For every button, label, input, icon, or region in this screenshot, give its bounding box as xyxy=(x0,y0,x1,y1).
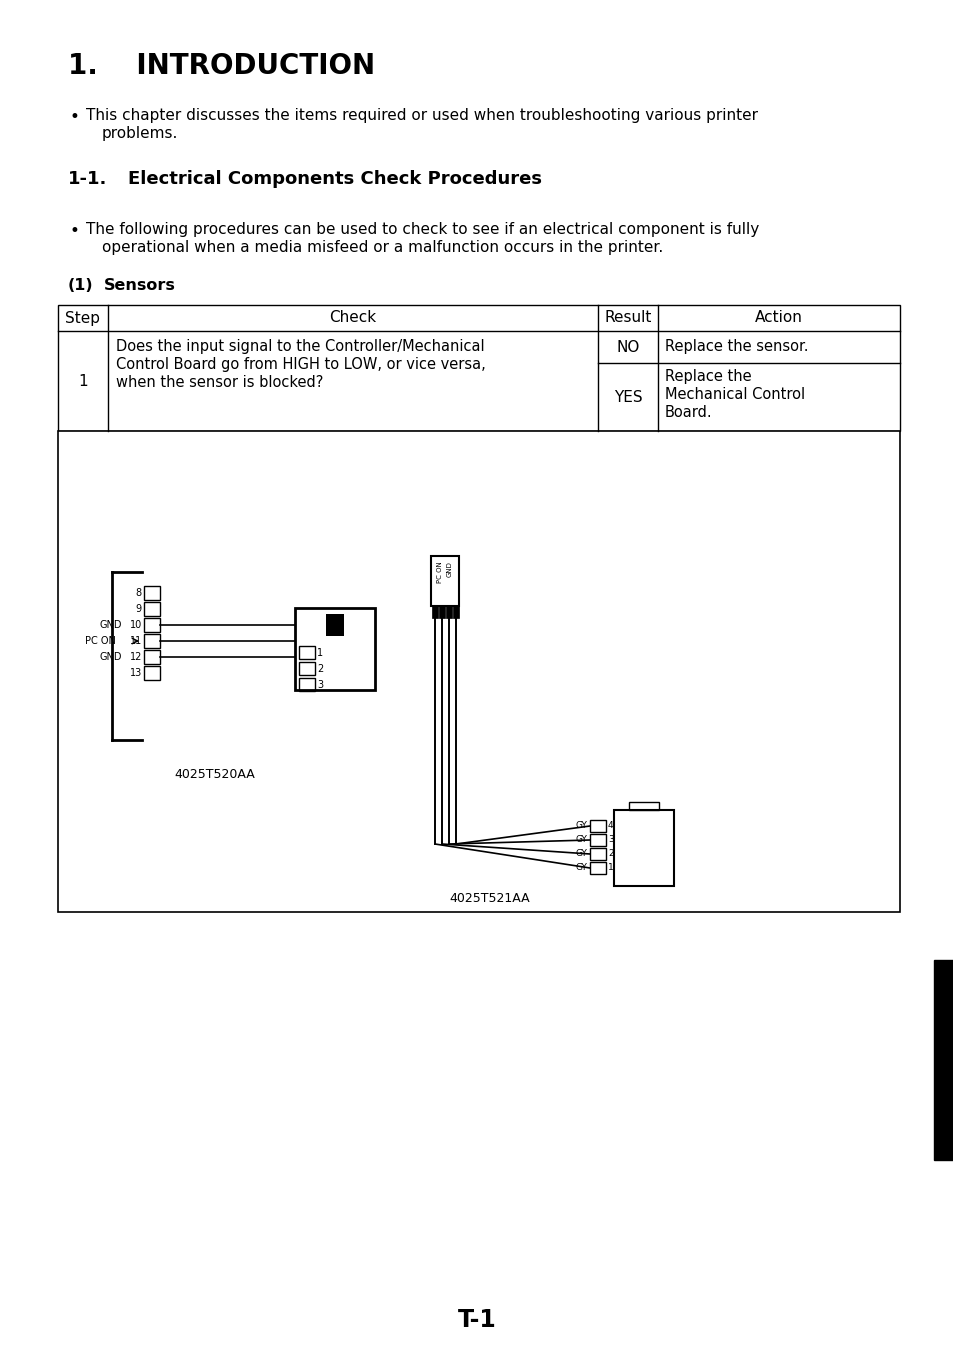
Bar xyxy=(589,848,605,860)
Text: YES: YES xyxy=(613,389,641,404)
Text: 1: 1 xyxy=(78,373,88,388)
Text: •: • xyxy=(70,108,80,126)
Text: Board.: Board. xyxy=(664,406,712,420)
Text: 4025T520AA: 4025T520AA xyxy=(174,768,255,781)
Text: GND: GND xyxy=(99,621,122,630)
Text: problems.: problems. xyxy=(102,126,178,141)
Text: Does the input signal to the Controller/Mechanical: Does the input signal to the Controller/… xyxy=(116,339,484,354)
Bar xyxy=(589,834,605,846)
Text: NO: NO xyxy=(616,339,639,354)
Text: GY: GY xyxy=(575,864,586,872)
Bar xyxy=(144,634,160,648)
Text: GND: GND xyxy=(99,652,122,662)
Text: 11: 11 xyxy=(130,635,142,646)
Text: Mechanical Control: Mechanical Control xyxy=(664,387,804,402)
Text: Step: Step xyxy=(66,311,100,326)
Text: Result: Result xyxy=(603,311,651,326)
Text: Control Board go from HIGH to LOW, or vice versa,: Control Board go from HIGH to LOW, or vi… xyxy=(116,357,485,372)
Text: operational when a media misfeed or a malfunction occurs in the printer.: operational when a media misfeed or a ma… xyxy=(102,241,662,256)
Text: 4025T521AA: 4025T521AA xyxy=(449,892,530,904)
Bar xyxy=(298,646,314,658)
Text: Electrical Components Check Procedures: Electrical Components Check Procedures xyxy=(128,170,541,188)
Text: 1.    INTRODUCTION: 1. INTRODUCTION xyxy=(68,51,375,80)
Bar xyxy=(144,618,160,631)
Text: 1: 1 xyxy=(607,864,613,872)
Bar xyxy=(589,863,605,873)
Text: when the sensor is blocked?: when the sensor is blocked? xyxy=(116,375,323,389)
Text: Replace the sensor.: Replace the sensor. xyxy=(664,339,807,354)
Text: 10: 10 xyxy=(130,621,142,630)
Bar xyxy=(144,650,160,664)
Bar xyxy=(144,667,160,680)
Text: 2: 2 xyxy=(316,664,323,673)
Text: 1-1.: 1-1. xyxy=(68,170,108,188)
Bar xyxy=(58,306,899,431)
Text: GY: GY xyxy=(575,836,586,845)
Bar xyxy=(453,606,458,618)
Bar xyxy=(589,821,605,831)
Bar xyxy=(614,810,673,886)
Text: Action: Action xyxy=(754,311,802,326)
Bar xyxy=(58,431,899,913)
Text: (1): (1) xyxy=(68,279,93,293)
Text: 1: 1 xyxy=(316,648,323,657)
Text: PC ON: PC ON xyxy=(85,635,116,646)
Text: 12: 12 xyxy=(130,652,142,662)
Text: 4: 4 xyxy=(607,822,613,830)
Text: 13: 13 xyxy=(130,668,142,677)
Bar xyxy=(298,677,314,691)
Text: PC ON: PC ON xyxy=(436,561,442,583)
Text: Sensors: Sensors xyxy=(104,279,175,293)
Bar xyxy=(294,608,375,690)
Bar xyxy=(144,585,160,600)
Text: Check: Check xyxy=(329,311,376,326)
Text: T-1: T-1 xyxy=(457,1307,496,1332)
Bar xyxy=(933,960,953,1160)
Bar xyxy=(446,606,452,618)
Text: 3: 3 xyxy=(607,836,613,845)
Text: GND: GND xyxy=(447,561,453,577)
Text: 8: 8 xyxy=(135,588,142,598)
Bar xyxy=(438,606,444,618)
Bar xyxy=(326,614,344,635)
Text: •: • xyxy=(70,222,80,241)
Bar xyxy=(144,602,160,617)
Text: This chapter discusses the items required or used when troubleshooting various p: This chapter discusses the items require… xyxy=(86,108,758,123)
Bar xyxy=(298,662,314,675)
Text: The following procedures can be used to check to see if an electrical component : The following procedures can be used to … xyxy=(86,222,759,237)
Text: 2: 2 xyxy=(607,849,613,859)
Text: Replace the: Replace the xyxy=(664,369,751,384)
Bar xyxy=(431,556,458,606)
Text: 3: 3 xyxy=(316,680,323,690)
Text: 9: 9 xyxy=(135,604,142,614)
Text: GY: GY xyxy=(575,849,586,859)
Bar xyxy=(628,802,659,810)
Bar xyxy=(432,606,437,618)
Text: GY: GY xyxy=(575,822,586,830)
